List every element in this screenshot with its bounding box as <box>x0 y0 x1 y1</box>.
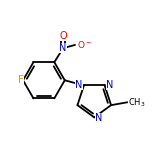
Text: N: N <box>95 113 103 123</box>
Text: O: O <box>59 31 67 41</box>
Text: O$^-$: O$^-$ <box>77 40 92 50</box>
Text: N: N <box>59 43 67 53</box>
Text: N: N <box>75 80 83 90</box>
Text: N: N <box>106 80 113 90</box>
Text: F: F <box>18 75 24 85</box>
Text: CH$_3$: CH$_3$ <box>128 96 146 109</box>
